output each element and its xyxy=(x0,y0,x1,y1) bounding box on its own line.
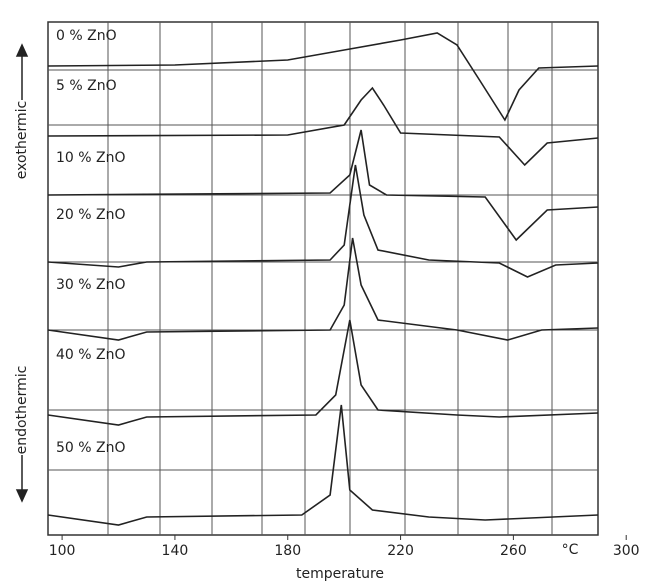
x-tick-label: 260 xyxy=(500,543,527,559)
x-tick-label: 140 xyxy=(162,543,189,559)
x-tick-label: 300 xyxy=(613,543,640,559)
x-tick-label: 100 xyxy=(49,543,76,559)
x-tick-label: 180 xyxy=(274,543,301,559)
curve xyxy=(47,129,599,242)
x-unit: °C xyxy=(562,542,579,558)
series-label: 30 % ZnO xyxy=(56,277,126,293)
curve xyxy=(47,319,599,426)
y-label-top: exothermic xyxy=(14,101,30,180)
curve xyxy=(47,404,599,526)
series-label: 20 % ZnO xyxy=(56,207,126,223)
series-label: 5 % ZnO xyxy=(56,78,117,94)
curve xyxy=(47,86,599,167)
series-label: 0 % ZnO xyxy=(56,28,117,44)
x-tick-label: 220 xyxy=(387,543,414,559)
curve xyxy=(47,237,599,341)
curve xyxy=(47,32,599,122)
curve xyxy=(47,164,599,278)
arrows xyxy=(15,43,29,503)
series-label: 50 % ZnO xyxy=(56,440,126,456)
series-label: 10 % ZnO xyxy=(56,150,126,166)
y-label-bottom: endothermic xyxy=(14,366,30,455)
x-axis-label: temperature xyxy=(296,566,384,582)
plot-frame xyxy=(47,21,599,536)
series-label: 40 % ZnO xyxy=(56,347,126,363)
